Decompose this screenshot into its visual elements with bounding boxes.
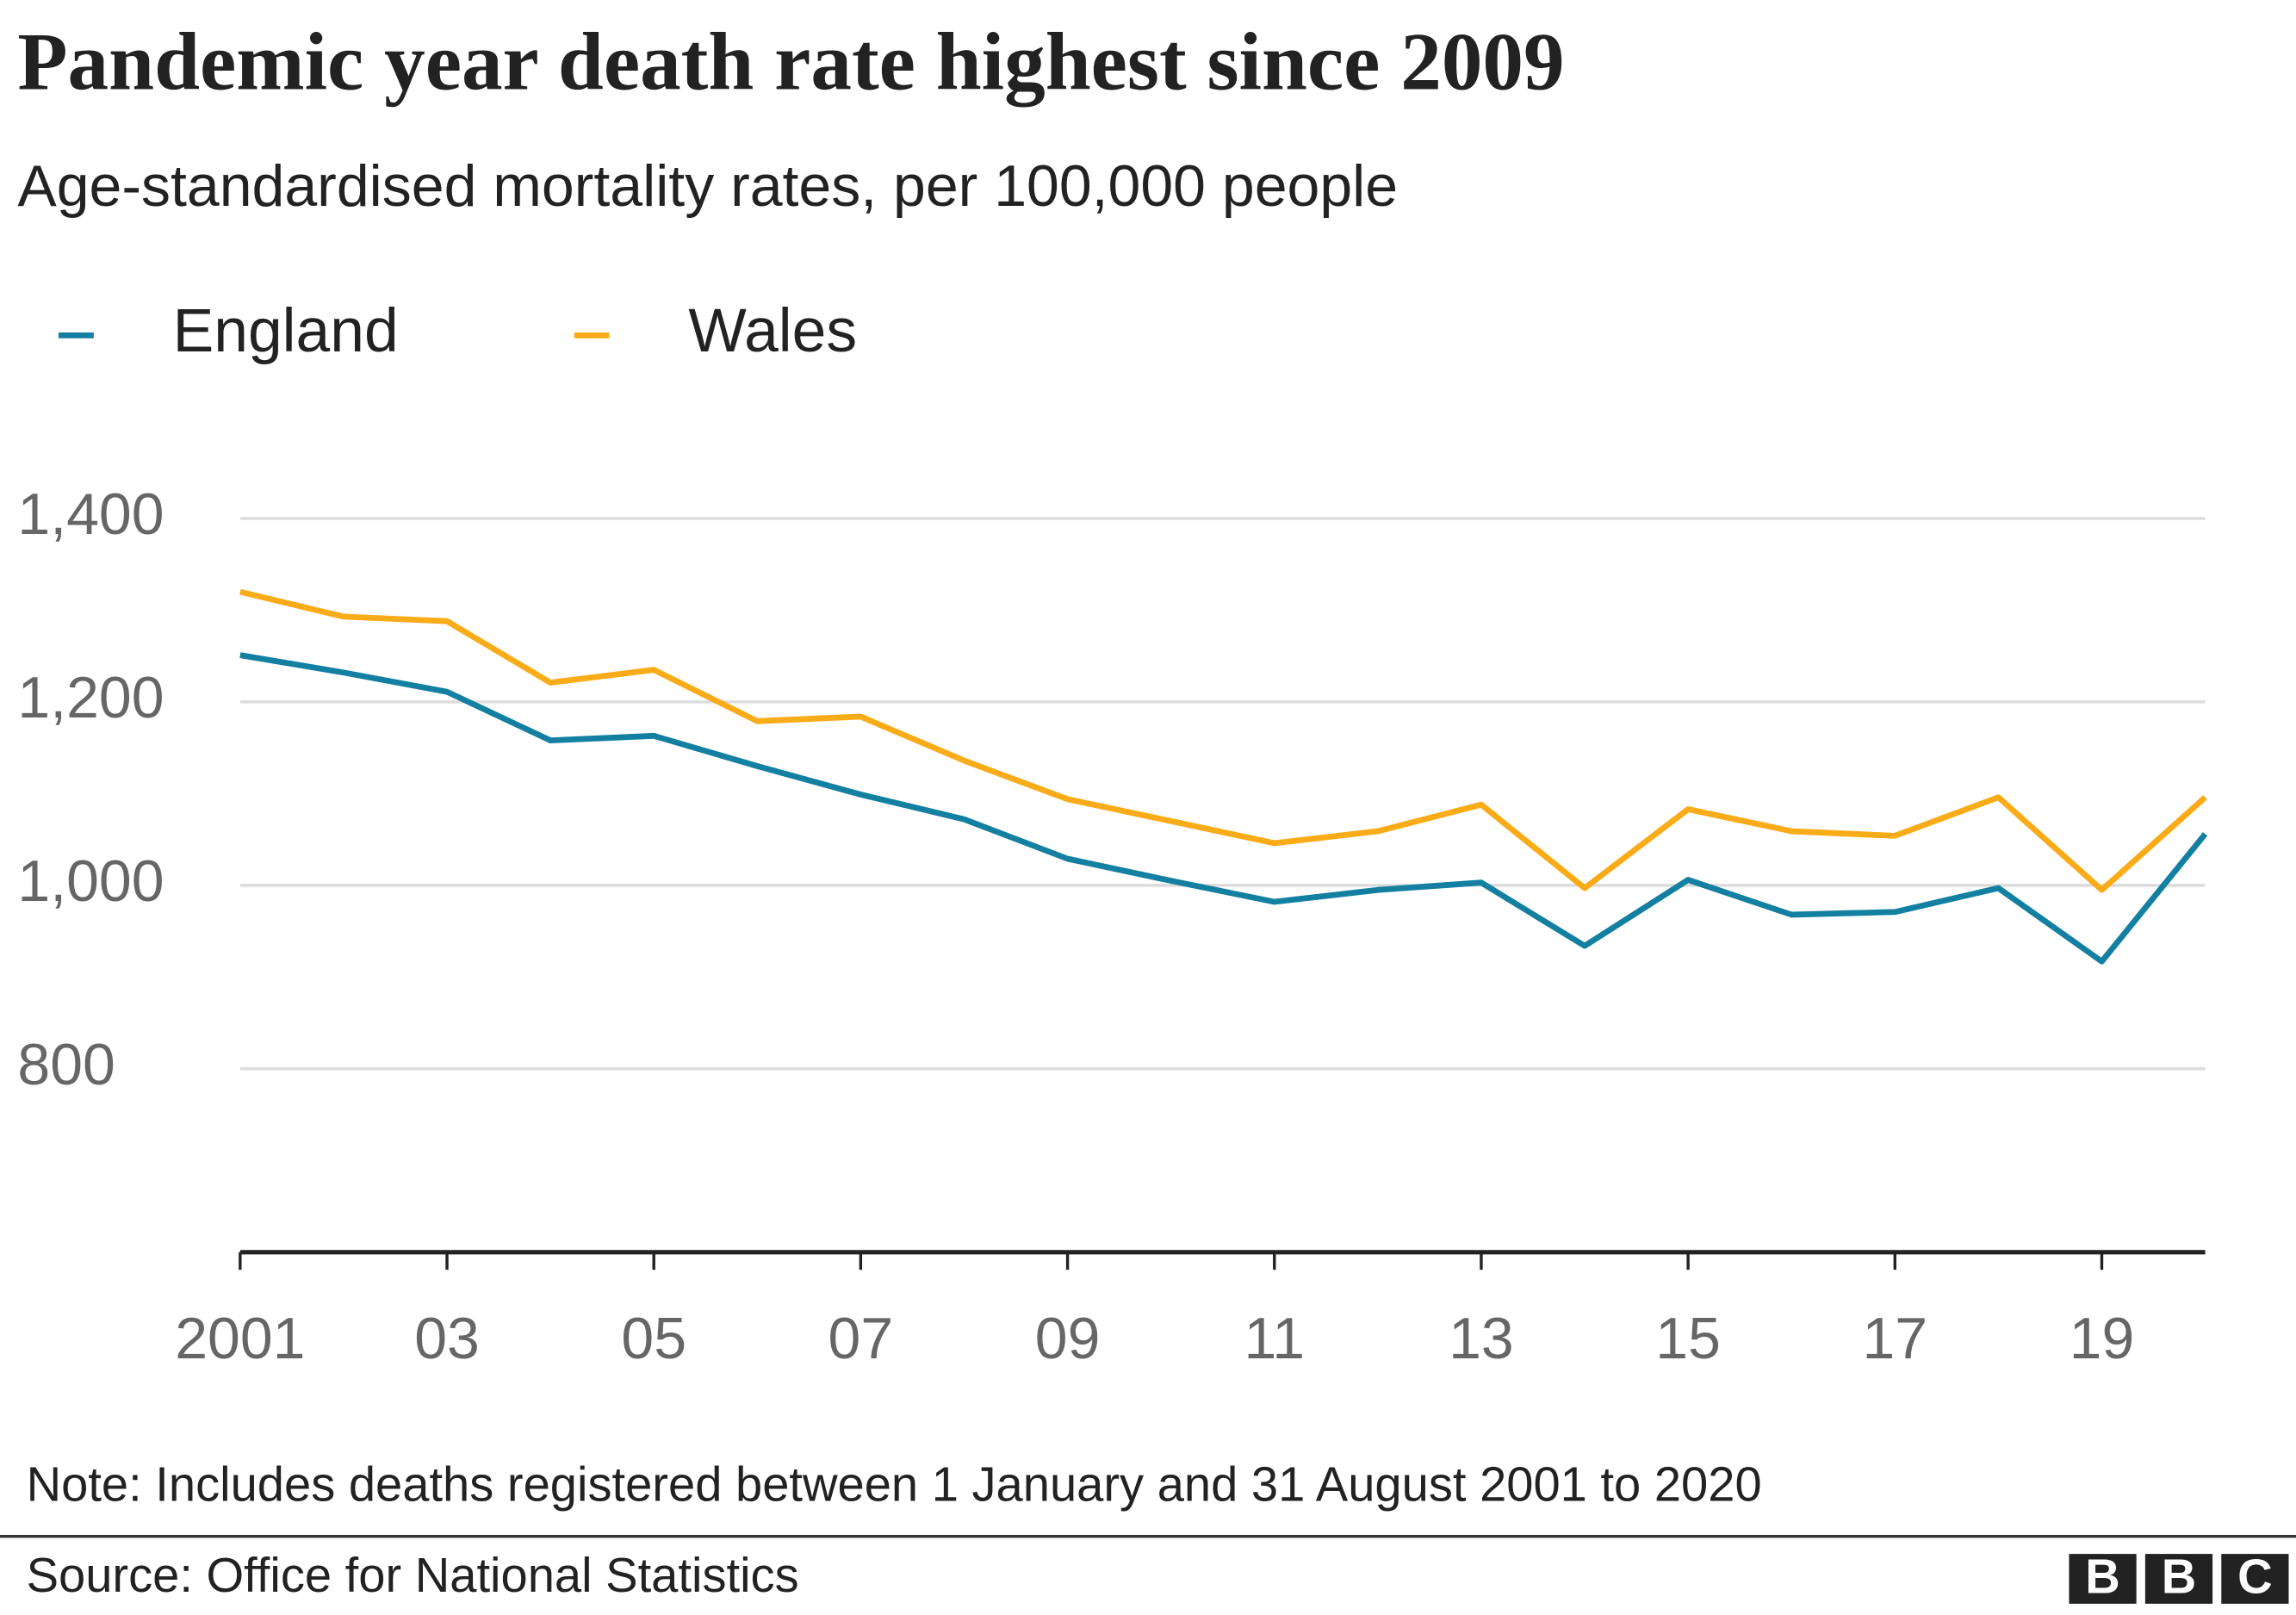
x-tick-label: 05 <box>621 1306 686 1371</box>
logo-letter: B <box>2162 1550 2197 1604</box>
x-tick-label: 07 <box>828 1306 894 1371</box>
y-tick-label: 1,200 <box>17 665 164 730</box>
x-tick-label: 2001 <box>175 1306 305 1371</box>
chart-title: Pandemic year death rate highest since 2… <box>17 16 1564 107</box>
source: Source: Office for National Statistics <box>27 1548 799 1602</box>
logo-block <box>2144 1554 2213 1604</box>
x-tick-label: 17 <box>1862 1306 1927 1371</box>
note: Note: Includes deaths registered between… <box>27 1457 1762 1511</box>
chart-subtitle: Age-standardised mortality rates, per 10… <box>17 153 1398 219</box>
y-tick-label: 800 <box>17 1032 115 1097</box>
x-tick-label: 13 <box>1449 1306 1514 1371</box>
logo-letter: C <box>2237 1550 2273 1604</box>
line-series <box>239 588 2207 893</box>
x-tick-label: 03 <box>414 1306 480 1371</box>
logo-letter: B <box>2085 1550 2120 1604</box>
x-tick-label: 11 <box>1244 1306 1305 1371</box>
x-tick-label: 09 <box>1035 1306 1101 1371</box>
logo-block <box>2221 1554 2289 1604</box>
y-tick-label: 1,400 <box>17 481 164 547</box>
y-tick-label: 1,000 <box>17 848 164 914</box>
x-tick-label: 15 <box>1655 1306 1721 1371</box>
logo-block <box>2069 1554 2137 1604</box>
x-tick-label: 19 <box>2070 1306 2135 1371</box>
legend-label: Wales <box>688 296 857 365</box>
line-series <box>239 652 2208 965</box>
legend-label: England <box>173 296 399 365</box>
